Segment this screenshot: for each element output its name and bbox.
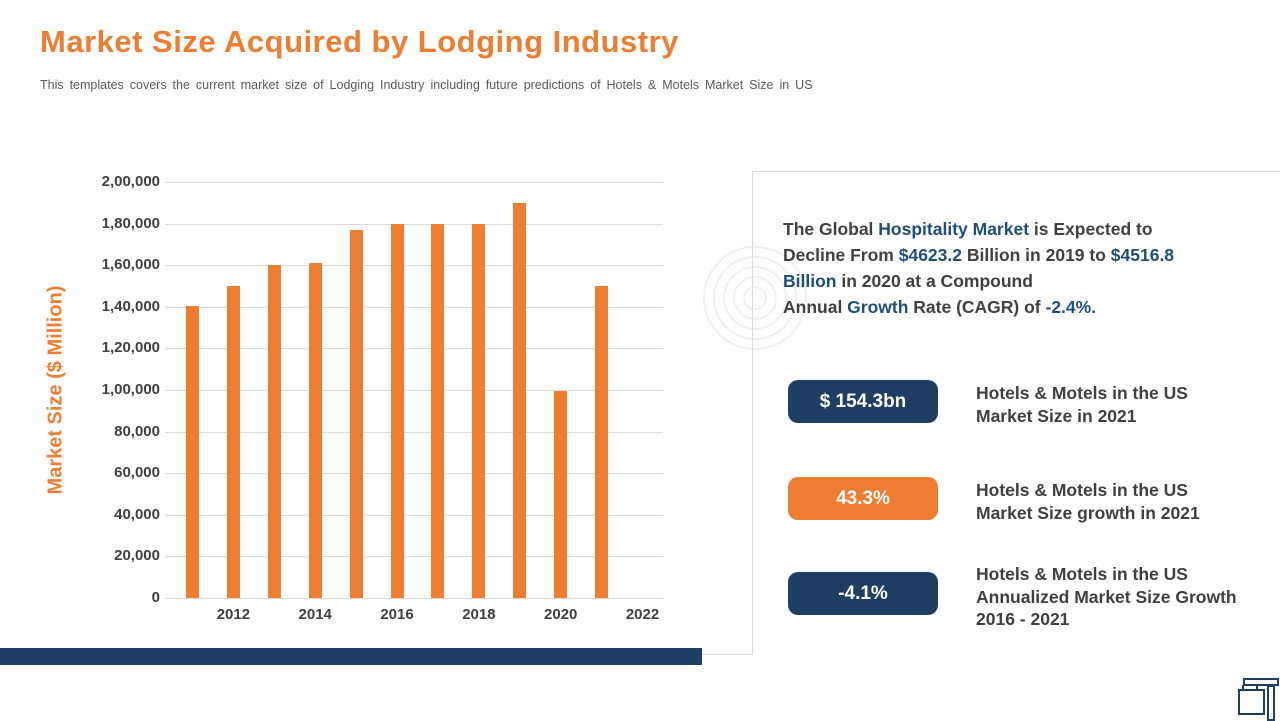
insight-text-segment: Growth (847, 297, 914, 317)
insight-text-segment: is Expected to (1033, 219, 1153, 239)
bar-2018 (472, 223, 486, 598)
x-axis-tick-label: 2016 (380, 606, 414, 623)
y-axis-tick-label: 1,40,000 (101, 297, 160, 315)
insight-text-segment: Billion (783, 271, 842, 291)
y-axis-tick-label: 1,80,000 (101, 214, 160, 232)
flipchart-icon (1237, 678, 1280, 721)
insight-line: Decline From $4623.2 Billion in 2019 to … (783, 242, 1253, 268)
insight-text-segment: Hospitality Market (878, 219, 1034, 239)
insight-text-segment: Decline From (783, 245, 899, 265)
bar-2011 (185, 305, 199, 598)
gridline (165, 473, 663, 475)
gridline (165, 390, 663, 391)
insight-line: Annual Growth Rate (CAGR) of -2.4%. (783, 294, 1253, 320)
bar-2013 (267, 265, 281, 598)
flipchart-icon-shelf (1243, 678, 1279, 686)
y-axis-tick-label: 0 (151, 589, 160, 606)
gridline (165, 598, 663, 599)
watermark-ring (703, 246, 807, 350)
flipchart-icon-hanger (1256, 685, 1258, 689)
gridline (165, 223, 663, 225)
gridline (165, 348, 663, 350)
insight-text-segment: Annual (783, 297, 848, 317)
insight-text-segment: $4623.2 (898, 245, 967, 265)
bar-2017 (431, 223, 445, 598)
y-axis-tick-label: 60,000 (114, 464, 160, 482)
bar-chart-plot-area: 2,00,000 1,80,000 1,60,000 1,40,000 1,20,000… (102, 173, 663, 623)
y-axis-tick-label: 1,20,000 (101, 339, 160, 357)
bar-2014 (308, 263, 322, 598)
text-panel-left-border (752, 171, 753, 655)
bar-2021 (595, 286, 609, 598)
bar-2019 (513, 202, 527, 598)
stat-badge-growth-2021: 43.3% (788, 477, 938, 520)
stat-label-growth-2021: Hotels & Motels in the US Market Size gr… (976, 480, 1200, 523)
gridline (165, 431, 663, 433)
page-subtitle: This templates covers the current market… (40, 78, 813, 92)
x-axis-tick-label: 2018 (462, 606, 496, 623)
y-axis-tick-label: 2,00,000 (101, 173, 160, 190)
insight-paragraph: The Global Hospitality Market is Expecte… (783, 216, 1253, 320)
bar-2015 (349, 229, 363, 598)
y-axis-tick-label: 1,60,000 (101, 256, 160, 274)
gridline (165, 182, 663, 183)
text-panel-top-border (752, 171, 1280, 172)
gridline (165, 306, 663, 308)
bar-2016 (390, 223, 404, 598)
gridline (165, 514, 663, 516)
y-axis-tick-label: 80,000 (114, 422, 160, 440)
y-axis-tick-label: 1,00,000 (101, 381, 160, 398)
insight-text-segment: Rate (CAGR) of (913, 297, 1046, 317)
flipchart-icon-hanger (1242, 685, 1244, 689)
x-axis-tick-label: 2012 (216, 606, 251, 623)
footer-accent-bar (0, 648, 702, 665)
x-axis-tick-label: 2014 (298, 606, 332, 623)
page-title: Market Size Acquired by Lodging Industry (40, 24, 679, 59)
stat-label-market-size-2021: Hotels & Motels in the US Market Size in… (976, 383, 1188, 426)
insight-text-segment: -2.4%. (1045, 297, 1097, 317)
insight-text-segment: in 2020 at a Compound (841, 271, 1033, 291)
bar-2012 (226, 286, 240, 598)
y-axis-tick-label: 40,000 (114, 505, 160, 523)
stat-badge-annualized-growth: -4.1% (788, 572, 938, 615)
gridline (165, 556, 663, 558)
insight-line: The Global Hospitality Market is Expecte… (783, 216, 1253, 242)
stat-badge-market-size-2021: $ 154.3bn (788, 380, 938, 423)
x-axis-tick-label: 2020 (544, 606, 578, 623)
insight-text-segment: $4516.8 (1110, 245, 1175, 265)
bar-2020 (554, 391, 568, 598)
stat-label-annualized-growth: Hotels & Motels in the US Annualized Mar… (976, 564, 1237, 629)
x-axis-tick-label: 2022 (625, 606, 660, 623)
insight-text-segment: The Global (783, 219, 879, 239)
gridline (165, 265, 663, 267)
y-axis-tick-label: 20,000 (114, 547, 160, 565)
flipchart-icon-board (1238, 689, 1265, 715)
insight-text-segment: Billion in 2019 to (966, 245, 1111, 265)
insight-line: Billion in 2020 at a Compound (783, 268, 1253, 294)
flipchart-icon-post (1267, 685, 1275, 721)
